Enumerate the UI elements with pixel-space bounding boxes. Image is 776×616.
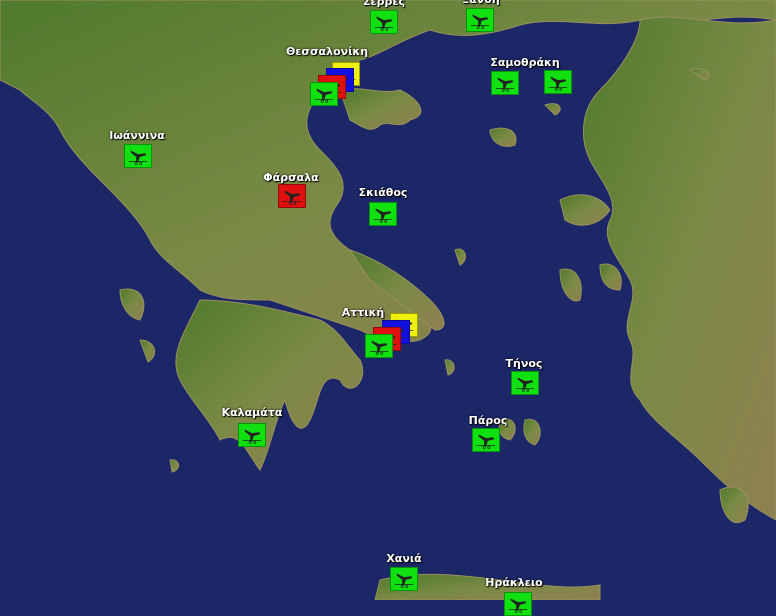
airplane-icon bbox=[373, 208, 393, 223]
landmass bbox=[0, 0, 776, 600]
location-marker[interactable] bbox=[124, 144, 152, 168]
location-label: Ιωάννινα bbox=[109, 129, 165, 142]
location-marker[interactable] bbox=[491, 71, 519, 95]
location-marker[interactable] bbox=[511, 371, 539, 395]
airplane-icon bbox=[314, 88, 334, 103]
location-marker[interactable] bbox=[544, 70, 572, 94]
location-marker[interactable] bbox=[390, 567, 418, 591]
location-label: Πάρος bbox=[468, 414, 508, 427]
location-marker[interactable] bbox=[472, 428, 500, 452]
location-label: Χανιά bbox=[386, 552, 422, 565]
location-label: Ηράκλειο bbox=[485, 576, 543, 589]
location-marker[interactable] bbox=[238, 423, 266, 447]
location-label: Τήνος bbox=[505, 357, 543, 370]
location-marker[interactable] bbox=[278, 184, 306, 208]
location-label: Φάρσαλα bbox=[263, 171, 319, 184]
airplane-icon bbox=[470, 14, 490, 29]
airplane-icon bbox=[476, 434, 496, 449]
airplane-icon bbox=[548, 76, 568, 91]
location-label: Σέρρες bbox=[362, 0, 406, 8]
airplane-icon bbox=[128, 150, 148, 165]
airplane-icon bbox=[508, 598, 528, 613]
location-marker[interactable] bbox=[370, 10, 398, 34]
location-marker[interactable] bbox=[365, 334, 393, 358]
location-marker[interactable] bbox=[466, 8, 494, 32]
location-label: Σκιάθος bbox=[358, 186, 408, 199]
location-label: Ξάνθη bbox=[462, 0, 499, 6]
airplane-icon bbox=[282, 190, 302, 205]
airplane-icon bbox=[242, 429, 262, 444]
airplane-icon bbox=[394, 573, 414, 588]
airplane-icon bbox=[369, 340, 389, 355]
airplane-icon bbox=[374, 16, 394, 31]
airplane-icon bbox=[515, 377, 535, 392]
location-marker[interactable] bbox=[369, 202, 397, 226]
location-marker[interactable] bbox=[504, 592, 532, 616]
location-label: Αττική bbox=[341, 306, 385, 319]
location-label: Καλαμάτα bbox=[221, 406, 283, 419]
location-marker[interactable] bbox=[310, 82, 338, 106]
location-label: Σαμοθράκη bbox=[490, 56, 560, 69]
airplane-icon bbox=[495, 77, 515, 92]
location-label: Θεσσαλονίκη bbox=[285, 45, 369, 58]
satellite-map[interactable] bbox=[0, 0, 776, 600]
